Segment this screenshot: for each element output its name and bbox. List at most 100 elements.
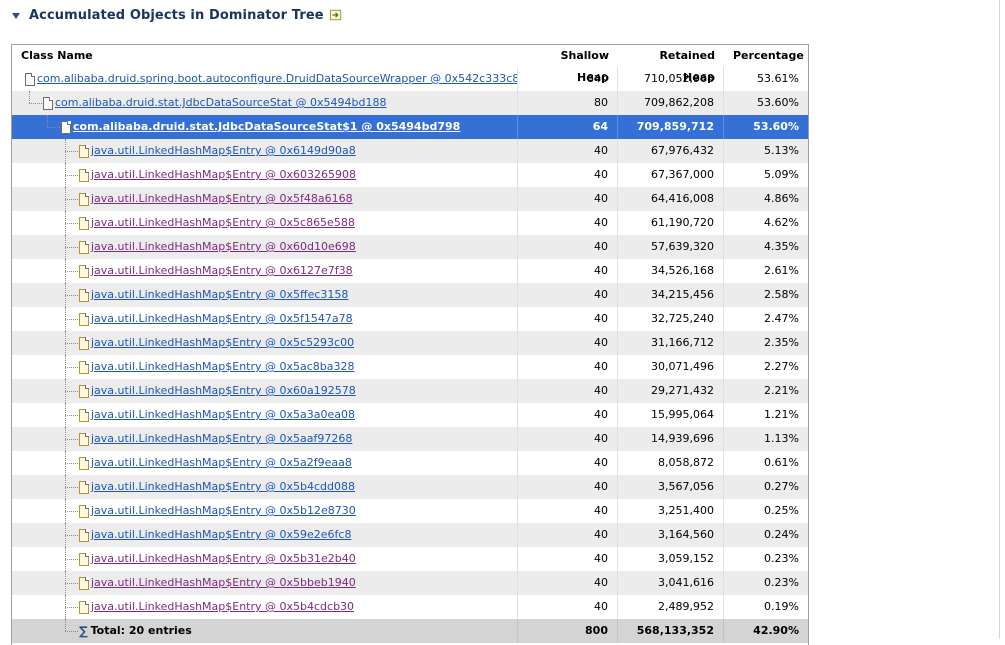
percentage-cell: 5.13% [764,144,799,157]
object-link[interactable]: java.util.LinkedHashMap$Entry @ 0x5ac8ba… [91,360,355,373]
object-link[interactable]: java.util.LinkedHashMap$Entry @ 0x6127e7… [91,264,353,277]
object-link[interactable]: java.util.LinkedHashMap$Entry @ 0x603265… [91,168,357,181]
table-row[interactable]: java.util.LinkedHashMap$Entry @ 0x5c5293… [12,331,808,355]
object-label[interactable]: com.alibaba.druid.stat.JdbcDataSourceSta… [43,91,387,115]
object-link[interactable]: java.util.LinkedHashMap$Entry @ 0x5aaf97… [91,432,353,445]
object-label[interactable]: java.util.LinkedHashMap$Entry @ 0x5c5293… [79,331,354,355]
object-label[interactable]: java.util.LinkedHashMap$Entry @ 0x5ac8ba… [79,355,355,379]
table-row[interactable]: java.util.LinkedHashMap$Entry @ 0x5f48a6… [12,187,808,211]
object-link[interactable]: com.alibaba.druid.stat.JdbcDataSourceSta… [55,96,387,109]
table-row[interactable]: java.util.LinkedHashMap$Entry @ 0x5b4cdd… [12,475,808,499]
shallow-heap-cell: 40 [518,211,618,235]
table-row[interactable]: java.util.LinkedHashMap$Entry @ 0x5ffec3… [12,283,808,307]
col-class-name[interactable]: Class Name [21,49,93,62]
object-link[interactable]: java.util.LinkedHashMap$Entry @ 0x5a3a0e… [91,408,355,421]
object-link[interactable]: java.util.LinkedHashMap$Entry @ 0x5bbeb1… [91,576,356,589]
object-label[interactable]: java.util.LinkedHashMap$Entry @ 0x5c865e… [79,211,355,235]
object-link[interactable]: com.alibaba.druid.spring.boot.autoconfig… [37,72,518,85]
table-row[interactable]: java.util.LinkedHashMap$Entry @ 0x5b31e2… [12,547,808,571]
object-link[interactable]: java.util.LinkedHashMap$Entry @ 0x5ffec3… [91,288,349,301]
object-label[interactable]: java.util.LinkedHashMap$Entry @ 0x6149d9… [79,139,356,163]
object-label[interactable]: com.alibaba.druid.stat.JdbcDataSourceSta… [61,115,460,139]
object-label[interactable]: java.util.LinkedHashMap$Entry @ 0x60a192… [79,379,356,403]
object-link[interactable]: java.util.LinkedHashMap$Entry @ 0x5f1547… [91,312,353,325]
table-row[interactable]: java.util.LinkedHashMap$Entry @ 0x6127e7… [12,259,808,283]
collapse-toggle-icon[interactable] [12,12,20,19]
object-icon [79,168,89,182]
section-header[interactable]: Accumulated Objects in Dominator Tree [12,4,342,26]
object-icon [79,288,89,302]
table-row[interactable]: java.util.LinkedHashMap$Entry @ 0x5b12e8… [12,499,808,523]
table-row[interactable]: java.util.LinkedHashMap$Entry @ 0x5a2f9e… [12,451,808,475]
object-label[interactable]: com.alibaba.druid.spring.boot.autoconfig… [25,67,518,91]
table-row[interactable]: java.util.LinkedHashMap$Entry @ 0x5f1547… [12,307,808,331]
object-link[interactable]: java.util.LinkedHashMap$Entry @ 0x5b4cdd… [91,480,356,493]
object-link[interactable]: java.util.LinkedHashMap$Entry @ 0x5f48a6… [91,192,353,205]
retained-heap-cell: 57,639,320 [618,235,724,259]
class-name-cell: java.util.LinkedHashMap$Entry @ 0x5b4cdc… [12,595,518,619]
object-link[interactable]: java.util.LinkedHashMap$Entry @ 0x60a192… [91,384,356,397]
total-shallow-cell: 800 [518,619,618,643]
retained-heap-cell: 64,416,008 [618,187,724,211]
object-link[interactable]: java.util.LinkedHashMap$Entry @ 0x5b31e2… [91,552,356,565]
object-label[interactable]: java.util.LinkedHashMap$Entry @ 0x59e2e6… [79,523,351,547]
percentage-cell: 1.13% [764,432,799,445]
shallow-heap-cell: 40 [518,451,618,475]
table-row[interactable]: java.util.LinkedHashMap$Entry @ 0x5ac8ba… [12,355,808,379]
retained-heap-cell: 709,862,208 [618,91,724,115]
object-label[interactable]: java.util.LinkedHashMap$Entry @ 0x5ffec3… [79,283,348,307]
object-label[interactable]: java.util.LinkedHashMap$Entry @ 0x5a2f9e… [79,451,352,475]
object-label[interactable]: java.util.LinkedHashMap$Entry @ 0x5f1547… [79,307,353,331]
table-row[interactable]: java.util.LinkedHashMap$Entry @ 0x59e2e6… [12,523,808,547]
object-link[interactable]: java.util.LinkedHashMap$Entry @ 0x60d10e… [91,240,356,253]
table-row[interactable]: com.alibaba.druid.stat.JdbcDataSourceSta… [12,91,808,115]
shallow-heap-cell: 40 [518,475,618,499]
object-label[interactable]: java.util.LinkedHashMap$Entry @ 0x6127e7… [79,259,353,283]
export-icon[interactable] [329,9,342,21]
col-percentage[interactable]: Percentage [733,49,804,62]
object-label[interactable]: java.util.LinkedHashMap$Entry @ 0x5b4cdd… [79,475,355,499]
object-label[interactable]: java.util.LinkedHashMap$Entry @ 0x5aaf97… [79,427,352,451]
table-row[interactable]: java.util.LinkedHashMap$Entry @ 0x603265… [12,163,808,187]
table-row[interactable]: java.util.LinkedHashMap$Entry @ 0x60a192… [12,379,808,403]
object-link[interactable]: java.util.LinkedHashMap$Entry @ 0x59e2e6… [91,528,352,541]
object-link[interactable]: java.util.LinkedHashMap$Entry @ 0x5a2f9e… [91,456,352,469]
table-row-selected[interactable]: com.alibaba.druid.stat.JdbcDataSourceSta… [12,115,808,139]
tree-guide [65,475,66,499]
tree-connector [65,391,78,392]
object-link[interactable]: java.util.LinkedHashMap$Entry @ 0x5c5293… [91,336,355,349]
object-link[interactable]: java.util.LinkedHashMap$Entry @ 0x5b12e8… [91,504,356,517]
retained-heap-cell: 30,071,496 [618,355,724,379]
table-row[interactable]: java.util.LinkedHashMap$Entry @ 0x6149d9… [12,139,808,163]
tree-guide [65,307,66,331]
object-label[interactable]: java.util.LinkedHashMap$Entry @ 0x5f48a6… [79,187,353,211]
table-row[interactable]: com.alibaba.druid.spring.boot.autoconfig… [12,67,808,91]
percentage-cell: 53.61% [757,72,799,85]
object-label[interactable]: java.util.LinkedHashMap$Entry @ 0x60d10e… [79,235,356,259]
col-retained-heap[interactable]: Retained Heap [659,49,715,84]
table-row[interactable]: java.util.LinkedHashMap$Entry @ 0x5c865e… [12,211,808,235]
table-row[interactable]: java.util.LinkedHashMap$Entry @ 0x5a3a0e… [12,403,808,427]
table-row[interactable]: java.util.LinkedHashMap$Entry @ 0x60d10e… [12,235,808,259]
tree-guide [65,499,66,523]
object-link[interactable]: java.util.LinkedHashMap$Entry @ 0x5b4cdc… [91,600,355,613]
object-link[interactable]: com.alibaba.druid.stat.JdbcDataSourceSta… [73,120,461,133]
tree-guide [65,619,66,631]
object-label[interactable]: java.util.LinkedHashMap$Entry @ 0x603265… [79,163,356,187]
percentage-cell: 4.35% [764,240,799,253]
table-row[interactable]: java.util.LinkedHashMap$Entry @ 0x5aaf97… [12,427,808,451]
class-name-cell: java.util.LinkedHashMap$Entry @ 0x5c865e… [12,211,518,235]
shallow-heap-cell: 40 [518,571,618,595]
object-label[interactable]: java.util.LinkedHashMap$Entry @ 0x5b12e8… [79,499,356,523]
object-label[interactable]: java.util.LinkedHashMap$Entry @ 0x5b31e2… [79,547,356,571]
object-link[interactable]: java.util.LinkedHashMap$Entry @ 0x5c865e… [91,216,355,229]
col-shallow-heap[interactable]: Shallow Heap [560,49,609,84]
table-row[interactable]: java.util.LinkedHashMap$Entry @ 0x5b4cdc… [12,595,808,619]
object-label[interactable]: java.util.LinkedHashMap$Entry @ 0x5bbeb1… [79,571,356,595]
table-row[interactable]: java.util.LinkedHashMap$Entry @ 0x5bbeb1… [12,571,808,595]
table-row-total: ∑ Total: 20 entries 800 568,133,352 42.90% [12,619,808,643]
object-link[interactable]: java.util.LinkedHashMap$Entry @ 0x6149d9… [91,144,356,157]
object-label[interactable]: java.util.LinkedHashMap$Entry @ 0x5a3a0e… [79,403,355,427]
object-label[interactable]: java.util.LinkedHashMap$Entry @ 0x5b4cdc… [79,595,354,619]
object-icon [79,480,89,494]
